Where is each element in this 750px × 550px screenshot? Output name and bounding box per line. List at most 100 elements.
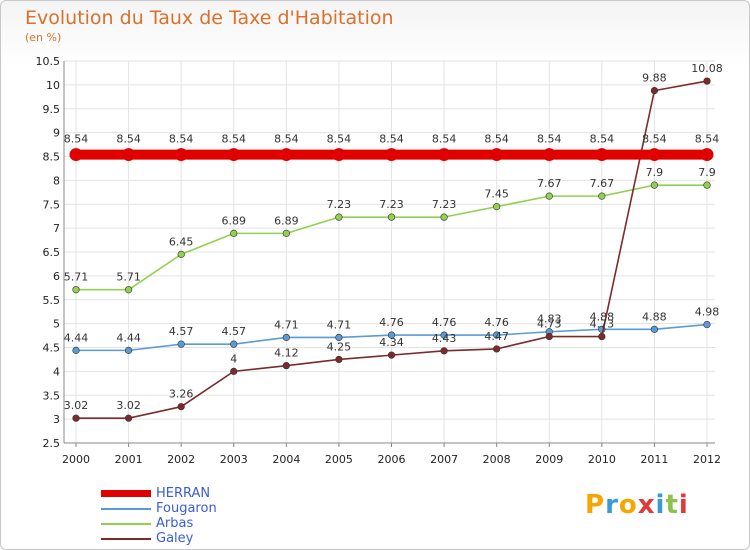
data-point-arbas [545, 192, 553, 200]
data-label-galey: 4 [230, 352, 237, 365]
legend-item-galey: Galey [101, 531, 261, 546]
data-point-galey [598, 332, 606, 341]
data-point-fougaron [282, 333, 290, 342]
y-tick-label: 6.5 [43, 246, 61, 259]
data-label-arbas: 7.67 [537, 177, 562, 190]
data-point-galey [387, 351, 396, 359]
logo-letter: t [665, 490, 679, 520]
data-point-arbas [440, 213, 448, 221]
data-label-galey: 3.26 [169, 388, 194, 401]
data-label-galey: 3.02 [116, 399, 141, 412]
data-label-herran: 8.54 [64, 133, 89, 146]
data-point-arbas [124, 286, 133, 294]
data-point-galey [177, 403, 185, 411]
data-label-fougaron: 4.57 [169, 325, 194, 338]
data-point-fougaron [650, 325, 659, 333]
data-point-fougaron [493, 331, 501, 339]
data-point-herran [490, 148, 504, 162]
legend-item-fougaron: Fougaron [101, 501, 261, 516]
proxiti-logo: Proxiti [585, 490, 689, 520]
data-label-fougaron: 4.83 [537, 313, 562, 326]
y-tick-label: 5.5 [43, 294, 61, 307]
x-tick-label: 2002 [167, 453, 195, 466]
chart-subtitle: (en %) [25, 31, 62, 44]
data-point-herran [437, 148, 451, 162]
logo-letter: o [618, 490, 638, 520]
y-tick-label: 5 [53, 318, 60, 331]
data-point-fougaron [72, 346, 80, 354]
data-point-herran [279, 148, 293, 162]
data-label-fougaron: 4.76 [379, 316, 404, 329]
data-point-herran [647, 148, 661, 162]
data-point-herran [542, 148, 556, 162]
legend: HERRAN Fougaron Arbas Galey [101, 486, 261, 546]
data-point-arbas [650, 181, 659, 189]
y-tick-label: 2.5 [43, 437, 61, 450]
legend-swatch-fougaron [101, 508, 151, 510]
legend-label-herran: HERRAN [156, 486, 211, 501]
y-tick-label: 6 [53, 270, 60, 283]
data-label-fougaron: 4.88 [642, 310, 667, 323]
x-tick-label: 2006 [378, 453, 406, 466]
x-tick-label: 2012 [693, 453, 721, 466]
data-label-herran: 8.54 [537, 133, 562, 146]
data-label-arbas: 7.67 [590, 177, 615, 190]
legend-swatch-arbas [101, 523, 151, 525]
data-label-arbas: 6.89 [274, 214, 299, 227]
data-point-galey [545, 332, 553, 341]
legend-swatch-galey [101, 538, 151, 540]
data-point-herran [700, 148, 714, 162]
data-point-herran [595, 148, 609, 162]
data-label-herran: 8.54 [274, 133, 299, 146]
data-point-arbas [598, 192, 606, 200]
y-tick-label: 8.5 [43, 151, 61, 164]
data-label-galey: 9.88 [642, 72, 667, 85]
x-tick-label: 2007 [430, 453, 458, 466]
data-label-arbas: 7.9 [646, 166, 664, 179]
data-point-arbas [493, 203, 501, 211]
data-point-arbas [703, 181, 711, 189]
logo-letter: r [605, 490, 619, 520]
legend-label-arbas: Arbas [156, 516, 194, 531]
data-point-fougaron [230, 340, 238, 348]
data-label-herran: 8.54 [169, 133, 194, 146]
legend-item-herran: HERRAN [101, 486, 261, 501]
data-point-galey [230, 367, 238, 375]
data-label-arbas: 6.45 [169, 235, 194, 248]
data-label-galey: 4.25 [327, 340, 352, 353]
data-label-fougaron: 4.76 [484, 316, 509, 329]
data-label-galey: 4.73 [590, 318, 615, 331]
data-point-arbas [72, 286, 80, 294]
data-point-herran [69, 148, 83, 162]
legend-item-arbas: Arbas [101, 516, 261, 531]
data-point-galey [124, 414, 133, 422]
data-label-galey: 4.73 [537, 318, 562, 331]
data-label-herran: 8.54 [116, 133, 141, 146]
data-label-arbas: 7.23 [327, 198, 352, 211]
data-label-herran: 8.54 [695, 133, 720, 146]
data-point-arbas [335, 213, 343, 221]
chart-title: Evolution du Taux de Taxe d'Habitation [25, 7, 394, 29]
data-point-galey [493, 345, 501, 353]
data-label-fougaron: 4.76 [432, 316, 457, 329]
data-label-herran: 8.54 [327, 133, 352, 146]
x-tick-label: 2008 [483, 453, 511, 466]
data-label-galey: 10.08 [691, 62, 723, 75]
data-point-galey [282, 362, 290, 370]
data-point-galey [440, 347, 448, 355]
data-point-galey [72, 414, 80, 422]
data-point-herran [227, 148, 241, 162]
y-tick-label: 8 [53, 174, 60, 187]
x-tick-label: 2011 [640, 453, 668, 466]
y-tick-label: 3.5 [43, 389, 61, 402]
logo-letter: x [637, 490, 656, 520]
y-tick-label: 10 [46, 79, 60, 92]
x-tick-label: 2003 [220, 453, 248, 466]
data-point-galey [650, 87, 659, 95]
logo-letter: P [585, 490, 606, 520]
data-point-fougaron [124, 346, 133, 354]
data-label-arbas: 7.45 [484, 188, 509, 201]
data-point-arbas [387, 213, 396, 221]
x-tick-label: 2005 [325, 453, 353, 466]
data-label-galey: 4.47 [484, 330, 509, 343]
